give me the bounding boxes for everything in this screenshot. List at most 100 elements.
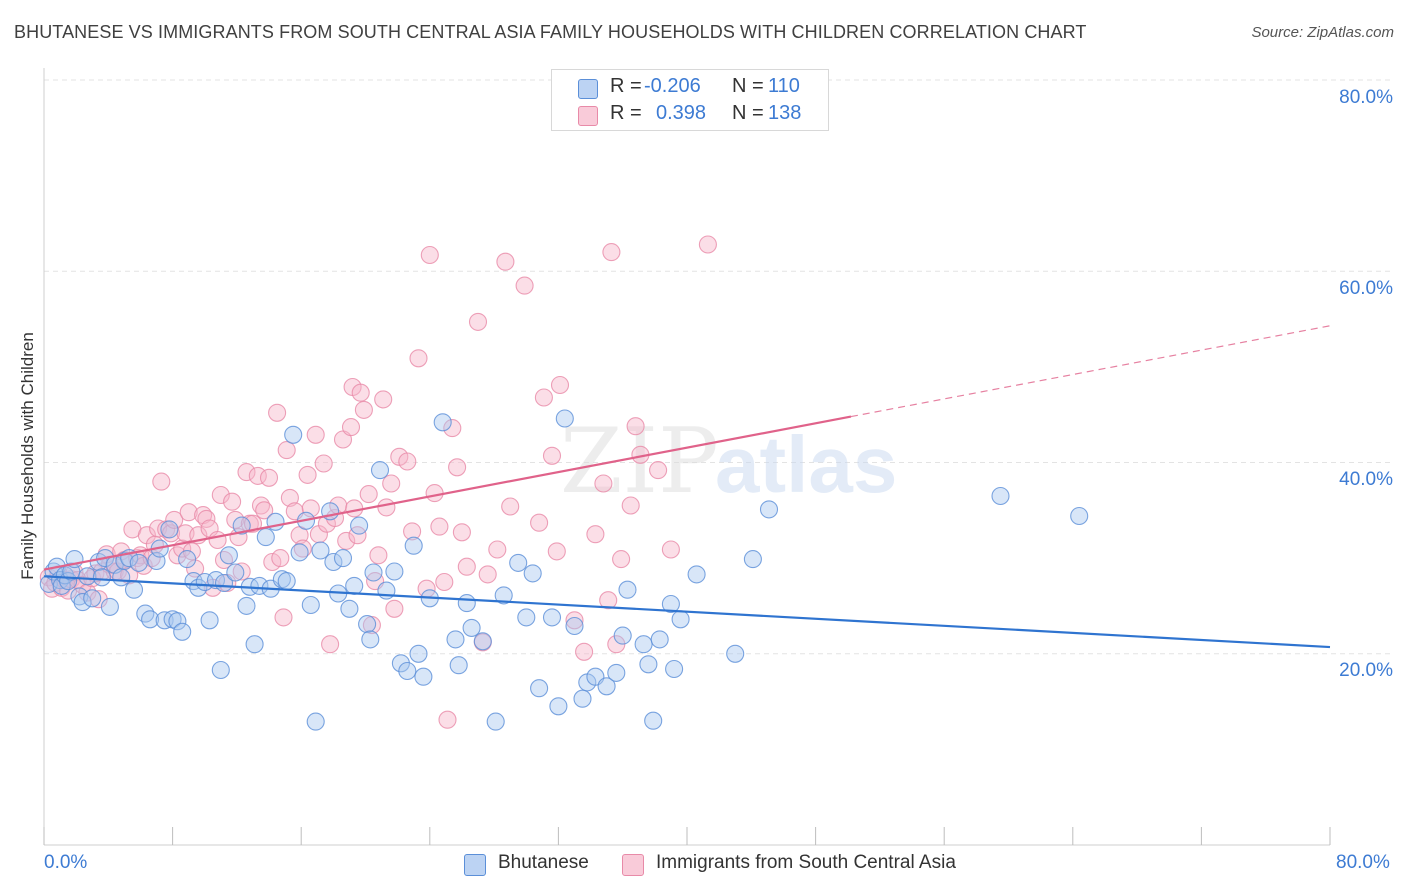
watermark-zip: ZIP: [560, 409, 719, 514]
point-immigrants: [208, 530, 227, 550]
point-bhutanese: [333, 549, 353, 568]
point-immigrants: [298, 465, 317, 484]
point-bhutanese: [618, 580, 637, 599]
point-bhutanese: [340, 599, 359, 618]
point-immigrants: [223, 492, 242, 511]
trend-lines: [43, 325, 1331, 649]
x-tick-label-0: 0.0%: [44, 852, 88, 873]
point-immigrants: [420, 245, 439, 265]
legend-label: Immigrants from South Central Asia: [656, 852, 956, 873]
stats-row-immigrants: R = 0.398 N = 138: [552, 102, 828, 128]
point-immigrants: [435, 572, 454, 592]
point-bhutanese: [634, 635, 653, 654]
point-bhutanese: [597, 677, 616, 696]
point-bhutanese: [100, 597, 119, 616]
point-bhutanese: [129, 553, 148, 572]
point-bhutanese: [613, 626, 632, 645]
n-value: 138: [768, 102, 802, 124]
point-bhutanese: [141, 610, 160, 629]
point-immigrants: [599, 591, 618, 610]
point-immigrants: [277, 441, 296, 460]
point-immigrants: [274, 608, 293, 627]
point-bhutanese: [306, 712, 325, 731]
point-immigrants: [443, 419, 462, 438]
point-bhutanese: [446, 630, 465, 649]
point-bhutanese: [542, 608, 562, 627]
point-immigrants: [152, 472, 171, 491]
point-bhutanese: [661, 594, 680, 614]
point-bhutanese: [671, 610, 690, 629]
watermark: ZIP atlas: [560, 409, 897, 514]
point-bhutanese: [136, 604, 155, 623]
point-immigrants: [341, 418, 361, 437]
point-bhutanese: [409, 644, 428, 663]
point-bhutanese: [639, 655, 658, 674]
point-immigrants: [377, 498, 396, 517]
point-immigrants: [385, 599, 404, 618]
point-immigrants: [496, 252, 515, 271]
point-immigrants: [197, 509, 216, 528]
point-bhutanese: [178, 550, 197, 569]
point-bhutanese: [486, 712, 505, 731]
point-bhutanese: [219, 546, 238, 565]
point-immigrants: [586, 525, 605, 544]
point-bhutanese: [112, 568, 131, 587]
point-bhutanese: [370, 461, 390, 480]
point-bhutanese: [364, 563, 383, 582]
point-immigrants: [594, 474, 613, 493]
point-immigrants: [575, 642, 594, 661]
point-immigrants: [321, 635, 340, 654]
point-bhutanese: [200, 611, 219, 630]
point-bhutanese: [124, 580, 144, 599]
point-bhutanese: [650, 630, 669, 649]
point-immigrants: [211, 485, 230, 505]
point-immigrants: [438, 710, 457, 729]
blue-swatch: [578, 79, 598, 99]
point-bhutanese: [473, 632, 492, 651]
point-bhutanese: [92, 568, 111, 587]
point-bhutanese: [358, 615, 377, 634]
point-bhutanese: [361, 630, 380, 649]
point-immigrants: [425, 484, 444, 503]
series-immigrants-south-central-asia: [39, 235, 717, 729]
point-bhutanese: [1070, 506, 1089, 526]
trend-line-0: [43, 575, 1331, 649]
point-bhutanese: [573, 689, 592, 708]
point-immigrants: [398, 452, 417, 471]
point-immigrants: [248, 466, 267, 485]
point-immigrants: [565, 611, 584, 630]
chart-title: BHUTANESE VS IMMIGRANTS FROM SOUTH CENTR…: [14, 22, 1087, 42]
point-immigrants: [237, 463, 256, 482]
r-label: R =: [610, 75, 642, 97]
point-immigrants: [621, 496, 640, 515]
point-immigrants: [457, 557, 476, 576]
point-bhutanese: [759, 500, 779, 519]
point-immigrants: [452, 523, 471, 542]
point-bhutanese: [78, 567, 97, 586]
point-bhutanese: [211, 660, 230, 680]
point-bhutanese: [226, 563, 245, 582]
y-tick-label-40: 40.0%: [1339, 469, 1393, 490]
point-bhutanese: [414, 667, 433, 686]
point-bhutanese: [607, 663, 626, 682]
point-bhutanese: [517, 608, 536, 627]
point-immigrants: [382, 474, 401, 493]
point-immigrants: [602, 243, 621, 262]
legend-swatch-blue: [464, 854, 486, 876]
point-bhutanese: [530, 679, 549, 698]
point-bhutanese: [462, 618, 481, 637]
point-bhutanese: [232, 516, 251, 535]
point-bhutanese: [743, 550, 762, 569]
watermark-atlas: atlas: [715, 420, 897, 509]
point-immigrants: [448, 458, 467, 477]
point-bhutanese: [83, 589, 102, 608]
point-bhutanese: [115, 551, 134, 571]
r-label: R =: [610, 102, 642, 124]
point-immigrants: [271, 549, 290, 568]
point-immigrants: [268, 403, 287, 422]
point-bhutanese: [324, 552, 343, 572]
y-tick-label-20: 20.0%: [1339, 660, 1393, 681]
r-value: -0.206: [644, 75, 701, 97]
point-immigrants: [698, 235, 717, 254]
